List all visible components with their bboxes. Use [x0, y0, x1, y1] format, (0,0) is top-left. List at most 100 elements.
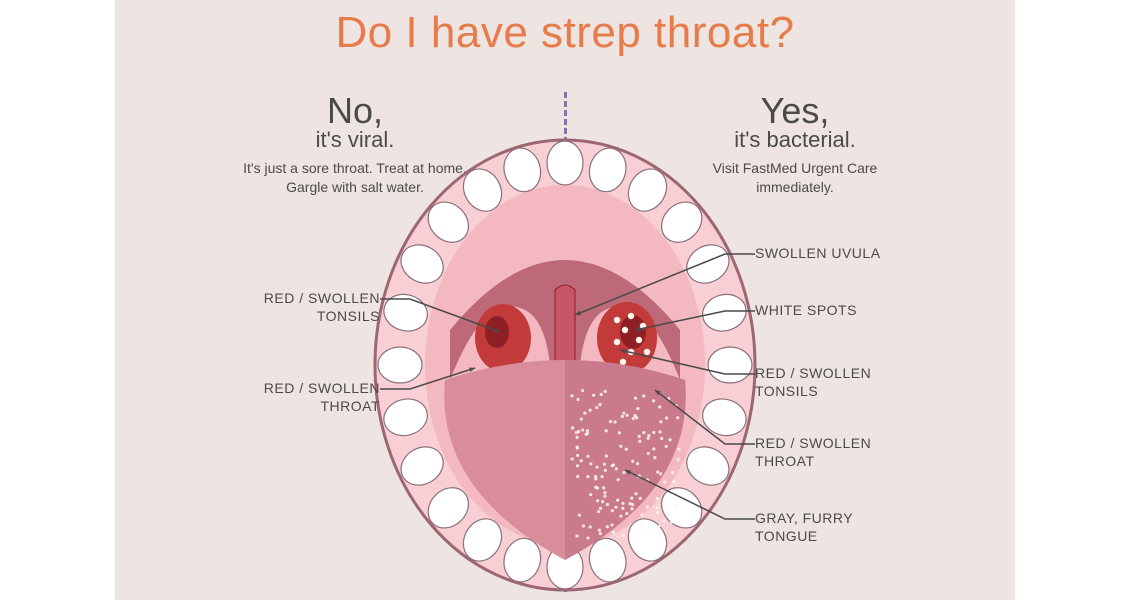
tongue-spot [586, 536, 589, 539]
tongue-spot [642, 394, 645, 397]
tongue-spot [597, 510, 600, 513]
tongue-spot [662, 519, 665, 522]
tongue-spot [604, 469, 607, 472]
white-spot [644, 349, 650, 355]
tongue-spot [622, 471, 625, 474]
tongue-spot [647, 434, 650, 437]
tongue-spot [640, 513, 643, 516]
tongue-spot [589, 462, 592, 465]
tongue-spot [582, 524, 585, 527]
tongue-spot [642, 431, 645, 434]
white-spot [614, 317, 620, 323]
tongue-spot [575, 431, 578, 434]
callout-r-throat: RED / SWOLLEN THROAT [755, 435, 955, 470]
tongue-spot [665, 416, 668, 419]
callout-r-tongue: GRAY, FURRY TONGUE [755, 510, 955, 545]
tongue-spot [660, 437, 663, 440]
tongue-spot [652, 431, 655, 434]
tongue-spot [676, 416, 679, 419]
tongue-spot [674, 504, 677, 507]
tongue-spot [646, 506, 649, 509]
tongue-spot [677, 447, 680, 450]
tongue-spot [634, 396, 637, 399]
tongue-spot [583, 411, 586, 414]
callout-l-tonsils: RED / SWOLLEN TONSILS [230, 290, 380, 325]
tongue-spot [589, 493, 592, 496]
tongue-spot [625, 512, 628, 515]
tongue-spot [603, 491, 606, 494]
tongue-spot [675, 404, 678, 407]
white-spot [628, 313, 634, 319]
tongue-spot [606, 503, 609, 506]
tongue-spot [659, 472, 662, 475]
tongue-spot [576, 454, 579, 457]
tooth [547, 141, 583, 185]
tongue-spot [605, 429, 608, 432]
tongue-spot [665, 445, 668, 448]
tongue-spot [640, 525, 643, 528]
tongue-spot [656, 506, 659, 509]
tongue-spot [634, 492, 637, 495]
tongue-spot [594, 486, 597, 489]
tooth [378, 347, 422, 383]
tongue-spot [668, 438, 671, 441]
tongue-spot [609, 420, 612, 423]
tongue-spot [586, 475, 589, 478]
white-spot [614, 339, 620, 345]
tongue-spot [600, 393, 603, 396]
tongue-spot [617, 478, 620, 481]
tongue-spot [600, 475, 603, 478]
tongue-spot [595, 406, 598, 409]
tongue-spot [576, 475, 579, 478]
callout-r-tonsils: RED / SWOLLEN TONSILS [755, 365, 955, 400]
tongue-spot [641, 530, 644, 533]
tongue-spot [632, 417, 635, 420]
tooth [708, 347, 752, 383]
white-spot [622, 327, 628, 333]
tongue-spot [631, 503, 634, 506]
tongue-spot [606, 525, 609, 528]
tongue-spot [625, 448, 628, 451]
tongue-spot [604, 390, 607, 393]
tongue-spot [601, 500, 604, 503]
tongue-spot [578, 514, 581, 517]
tongue-spot [622, 534, 625, 537]
tongue-spot [575, 534, 578, 537]
heading-no: No, [327, 90, 383, 131]
tongue-spot [595, 466, 598, 469]
tongue-spot [580, 417, 583, 420]
tongue-spot [618, 431, 621, 434]
tongue-spot [611, 464, 614, 467]
tongue-spot [594, 477, 597, 480]
tongue-spot [659, 420, 662, 423]
page-title: Do I have strep throat? [115, 8, 1015, 58]
tongue-spot [599, 532, 602, 535]
tongue-spot [611, 509, 614, 512]
heading-yes: Yes, [761, 90, 830, 131]
tongue-spot [658, 405, 661, 408]
tongue-spot [672, 480, 675, 483]
white-spot [636, 337, 642, 343]
tongue-spot [630, 507, 633, 510]
tongue-spot [575, 436, 578, 439]
left-tonsil-deep [485, 316, 509, 348]
tongue-spot [650, 531, 653, 534]
tongue-spot [666, 511, 669, 514]
tongue-spot [571, 457, 574, 460]
tongue-spot [667, 397, 670, 400]
tongue-spot [647, 452, 650, 455]
tongue-spot [603, 463, 606, 466]
tongue-spot [570, 394, 573, 397]
tongue-spot [589, 525, 592, 528]
tongue-spot [646, 478, 649, 481]
tongue-spot [621, 415, 624, 418]
callout-r-uvula: SWOLLEN UVULA [755, 245, 955, 263]
infographic-panel: Do I have strep throat? No, it's viral. … [115, 0, 1015, 600]
tongue-spot [671, 471, 674, 474]
tongue-spot [596, 499, 599, 502]
tongue-spot [581, 428, 584, 431]
tongue-spot [657, 532, 660, 535]
tongue-spot [613, 420, 616, 423]
white-spot [640, 323, 646, 329]
tongue-spot [670, 521, 673, 524]
